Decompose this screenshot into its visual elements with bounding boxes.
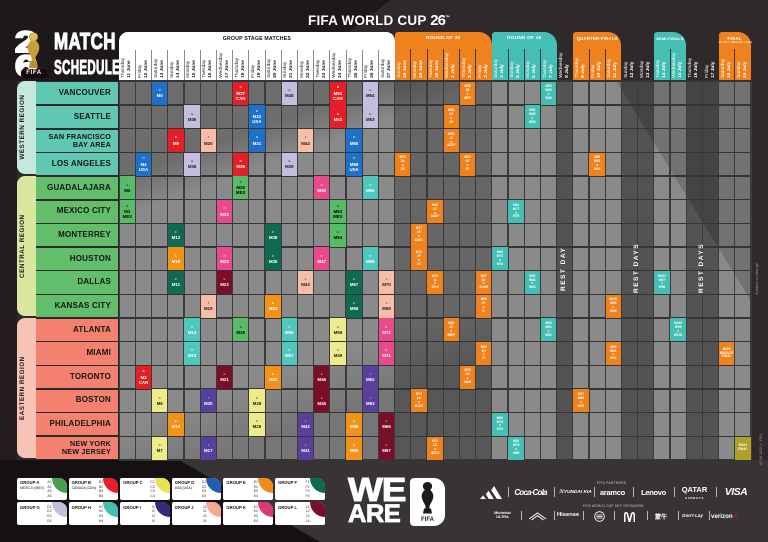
svg-text:FIFA: FIFA: [421, 517, 435, 523]
